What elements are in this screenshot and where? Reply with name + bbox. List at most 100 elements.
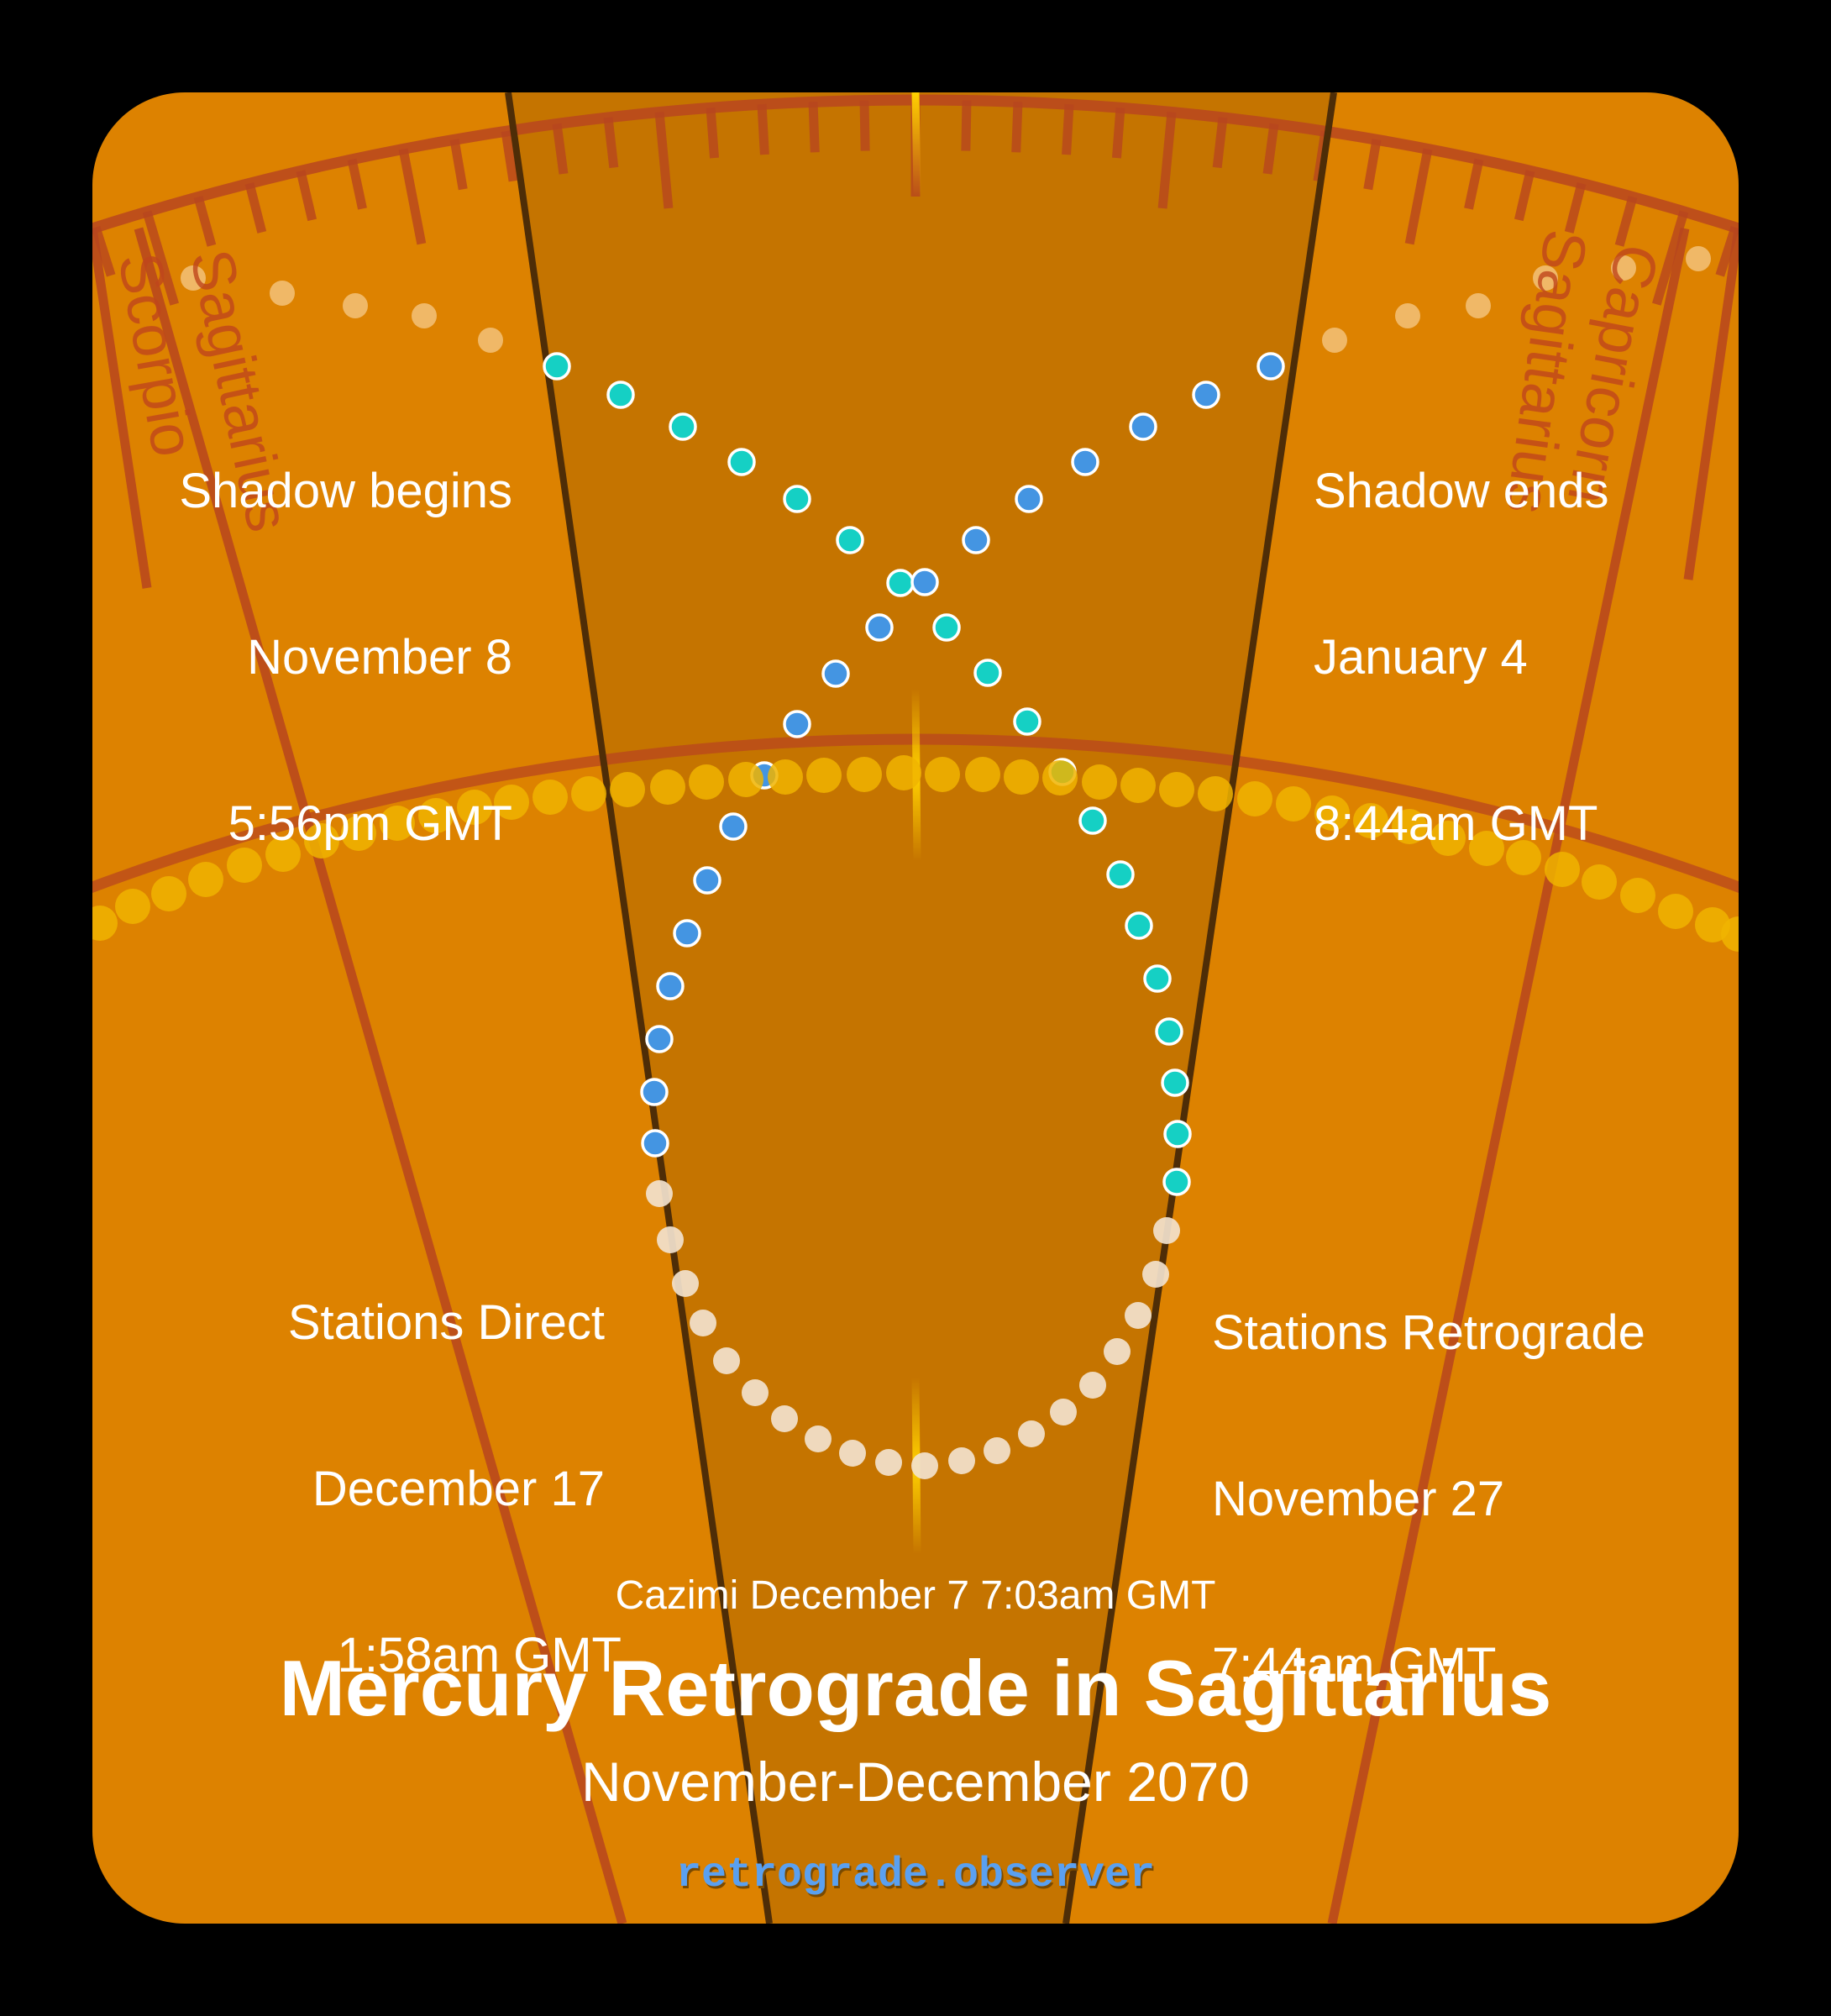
sun-dot	[1721, 916, 1739, 952]
sun-dot	[1082, 764, 1117, 800]
sun-dot	[151, 876, 186, 911]
shadow-begins-date: November 8	[247, 630, 512, 685]
sun-dot	[1620, 878, 1655, 913]
mercury-dot	[412, 303, 437, 328]
stations-retrograde-label: Stations Retrograde November 27 7:44am G…	[1212, 1194, 1645, 1749]
mercury-dot	[1129, 412, 1157, 441]
shadow-begins-time: 5:56pm GMT	[228, 796, 512, 851]
shadow-end-edge	[1062, 92, 1337, 1924]
sun-dot	[1042, 760, 1078, 795]
shadow-period-wedge	[508, 92, 1334, 1924]
mercury-dot	[783, 710, 811, 738]
mercury-dot	[543, 352, 571, 381]
degree-tick	[244, 181, 267, 234]
mercury-dot	[641, 1129, 669, 1158]
mercury-dot	[645, 1025, 674, 1053]
stations-retrograde-title: Stations Retrograde	[1212, 1305, 1645, 1360]
sun-dot	[533, 780, 568, 815]
degree-tick	[142, 210, 180, 306]
mercury-dot	[1018, 1420, 1045, 1447]
degree-tick	[1212, 117, 1228, 169]
page-title: Mercury Retrograde in Sagittarius	[279, 1644, 1552, 1732]
mercury-dot	[1153, 1217, 1180, 1244]
sun-dot	[1506, 840, 1541, 875]
shadow-ends-time: 8:44am GMT	[1314, 796, 1598, 851]
mercury-dot	[962, 526, 990, 554]
stations-direct-date: December 17	[312, 1462, 605, 1516]
sun-dot	[380, 806, 415, 841]
degree-tick	[1715, 226, 1739, 277]
mercury-dot	[1106, 860, 1135, 889]
sun-dot	[1276, 786, 1311, 822]
degree-tick	[961, 100, 972, 151]
sun-dot	[265, 837, 301, 872]
degree-tick	[1363, 139, 1382, 191]
degree-tick	[808, 102, 820, 153]
sun-dot	[689, 764, 724, 800]
mercury-dot	[690, 1310, 716, 1336]
mercury-dot	[1686, 246, 1711, 271]
degree-tick	[1614, 196, 1638, 247]
mercury-dot	[1071, 448, 1099, 476]
mercury-dot	[839, 1440, 866, 1467]
mercury-dot	[875, 1449, 902, 1476]
mercury-dot	[911, 1452, 938, 1479]
sun-dot	[1004, 759, 1039, 795]
sun-dot	[1198, 776, 1233, 811]
mercury-dot	[805, 1425, 832, 1452]
mercury-dot	[1257, 352, 1285, 381]
site-link[interactable]: retrograde.observer	[675, 1851, 1156, 1899]
mercury-dot	[1395, 303, 1420, 328]
mercury-dot	[640, 1078, 669, 1106]
sun-dot	[1353, 803, 1388, 838]
page-subtitle: November-December 2070	[580, 1751, 1251, 1813]
sun-dot	[341, 816, 376, 851]
mercury-dot	[771, 1405, 798, 1432]
mercury-dot	[783, 485, 811, 513]
mercury-dot	[1533, 265, 1558, 291]
mercury-dot	[865, 613, 894, 642]
cazimi-label: Cazimi December 7 7:03am GMT	[615, 1573, 1216, 1618]
mercury-dot	[1163, 1120, 1192, 1148]
zodiac-bracket-line	[1683, 228, 1739, 580]
degree-tick	[1564, 181, 1587, 234]
degree-tick	[193, 196, 217, 247]
degree-tick	[1651, 210, 1689, 306]
shadow-ends-label: Shadow ends January 4 8:44am GMT	[1314, 353, 1608, 907]
mercury-dot	[669, 412, 697, 441]
sun-position-line	[911, 92, 921, 197]
mercury-dot	[1162, 1168, 1191, 1196]
degree-tick	[501, 130, 518, 182]
mercury-dot	[932, 613, 961, 642]
sun-dot	[1120, 768, 1156, 803]
degree-tick	[603, 117, 619, 169]
mercury-dot	[646, 1180, 673, 1207]
mercury-dot	[181, 265, 206, 291]
sun-dot	[1582, 864, 1617, 900]
mercury-dot	[656, 972, 685, 1000]
degree-tick	[706, 107, 720, 159]
shadow-begins-title: Shadow begins	[179, 464, 512, 518]
mercury-dot	[713, 1347, 740, 1374]
shadow-wedge-edges	[505, 92, 1337, 1924]
zodiac-boundary-line	[1327, 227, 1690, 1924]
mercury-dot	[1322, 328, 1347, 353]
sun-dot	[806, 758, 842, 793]
mercury-dot	[1611, 255, 1636, 281]
stations-direct-time: 1:58am GMT	[337, 1628, 622, 1683]
mercury-dot	[1015, 485, 1043, 513]
mercury-dot	[948, 1447, 975, 1474]
mercury-dot	[973, 659, 1002, 687]
mercury-dot	[1466, 293, 1491, 318]
sun-dot	[1314, 795, 1350, 831]
mercury-dot	[821, 659, 850, 688]
mercury-dot	[910, 568, 939, 596]
sun-dot	[304, 823, 339, 858]
stations-direct-title: Stations Direct	[287, 1295, 605, 1350]
degree-tick	[1011, 102, 1023, 153]
mercury-dot	[719, 812, 748, 841]
sun-dot	[886, 755, 921, 790]
degree-tick	[1157, 111, 1177, 209]
degree-tick	[1464, 158, 1484, 210]
